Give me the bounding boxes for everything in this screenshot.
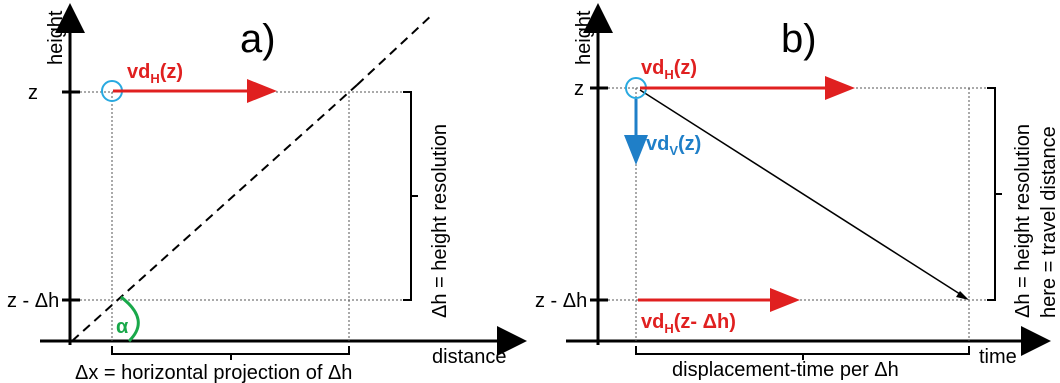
panel-b-tick-z-label: z	[574, 78, 584, 100]
panel-a-right-bracket	[403, 91, 418, 301]
panel-a-bottom-bracket	[111, 346, 350, 360]
panel-b-side-label-1: Δh = height resolution	[1012, 124, 1034, 318]
panel-b-diagonal	[639, 89, 964, 297]
panel-a-bottom-label: Δx = horizontal projection of Δh	[75, 362, 352, 383]
panel-b-top-velocity-label: vdH(z)	[641, 57, 697, 82]
panel-b-tick-z-dh-label: z - Δh	[535, 290, 587, 312]
panel-b-side-label-2: here = travel distance	[1038, 126, 1060, 318]
panel-b-diagonal-arrowhead	[956, 291, 969, 300]
panel-b-bottom-label: displacement-time per Δh	[672, 359, 899, 381]
panel-b-title: b)	[781, 17, 817, 61]
panel-b-bottom-bracket	[635, 346, 970, 360]
panel-b-right-bracket	[987, 87, 1002, 301]
panel-a: a) height distance z z - Δh α vdH(z) Δh …	[7, 3, 527, 383]
panel-b: b) height time z z - Δh vdH(z) vdV(z)	[535, 3, 1060, 381]
panel-b-y-axis-label: height	[573, 10, 595, 65]
panel-a-y-axis-label: height	[45, 10, 67, 65]
panel-b-vertical-velocity-label: vdV(z)	[646, 133, 701, 158]
panel-a-angle-label: α	[116, 316, 129, 338]
panel-a-diagonal	[71, 84, 358, 342]
panel-a-title: a)	[240, 17, 276, 61]
panel-a-tick-z-dh-label: z - Δh	[7, 290, 59, 312]
panel-b-guides	[608, 87, 986, 341]
panel-a-x-axis-label: distance	[432, 346, 507, 368]
panel-a-angle-arc	[120, 295, 140, 343]
panel-b-x-axis-label: time	[979, 346, 1017, 368]
panel-a-side-label: Δh = height resolution	[429, 124, 451, 318]
panel-a-velocity-label: vdH(z)	[127, 61, 183, 86]
panel-b-bottom-velocity-label: vdH(z- Δh)	[641, 311, 736, 336]
panel-a-tick-z-label: z	[28, 82, 38, 104]
panel-a-diagonal-extension	[356, 13, 434, 86]
